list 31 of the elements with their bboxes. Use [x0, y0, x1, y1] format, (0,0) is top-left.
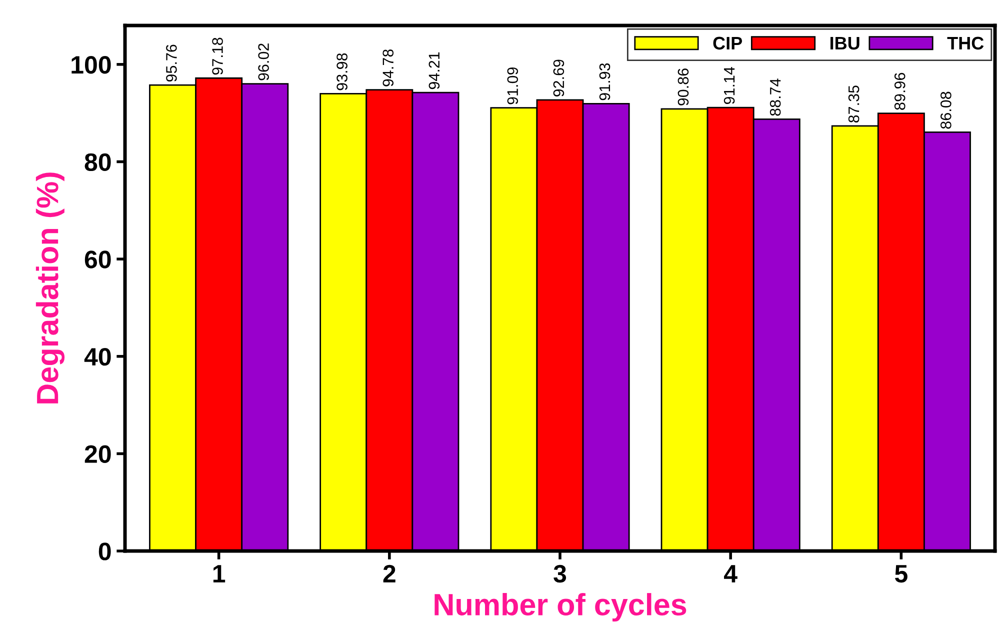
y-tick-label: 40 [84, 348, 111, 366]
data-label: 93.98 [336, 53, 348, 90]
y-tick-label: 60 [84, 250, 111, 268]
x-tick-label: 5 [894, 565, 908, 583]
y-tick-label: 100 [72, 56, 111, 74]
x-tick-label: 4 [724, 565, 738, 582]
legend-label: IBU [830, 36, 860, 50]
y-tick-label: 80 [84, 153, 111, 172]
x-tick-label: 2 [383, 564, 396, 582]
data-label: 87.35 [848, 86, 860, 123]
data-label: 91.09 [507, 67, 518, 104]
data-label: 88.74 [770, 78, 781, 116]
data-label: 92.69 [553, 60, 564, 96]
data-label: 86.08 [940, 92, 952, 129]
data-label: 90.86 [678, 68, 689, 106]
y-tick-label: 20 [84, 445, 111, 463]
y-axis-title: Degradation (%) [36, 172, 65, 404]
data-label: 89.96 [894, 72, 906, 110]
data-label: 97.18 [212, 38, 223, 75]
data-label: 94.78 [382, 49, 394, 86]
data-label: 95.76 [166, 44, 177, 82]
y-tick-label: 0 [98, 542, 111, 560]
x-tick-label: 1 [213, 565, 226, 582]
data-label: 94.21 [428, 52, 440, 90]
data-label: 91.93 [599, 63, 610, 100]
x-axis-title: Number of cycles [434, 593, 686, 622]
legend-label: CIP [713, 36, 742, 50]
data-label: 91.14 [724, 66, 735, 104]
data-label: 96.02 [258, 44, 269, 80]
x-tick-label: 3 [554, 564, 566, 583]
legend-label: THC [947, 36, 984, 50]
